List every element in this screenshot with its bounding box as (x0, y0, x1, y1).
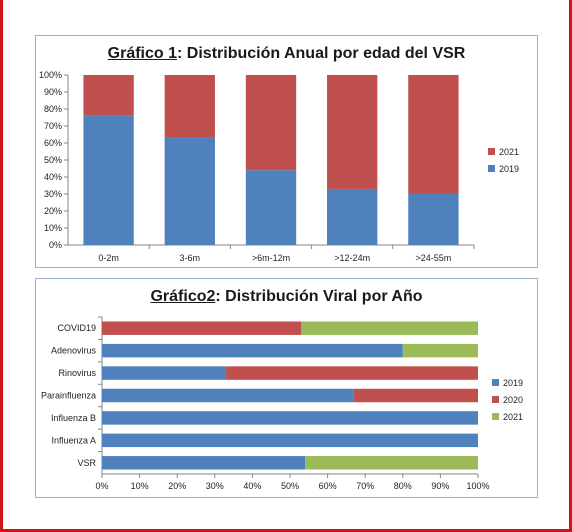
chart1-x-tick-label: >12-24m (334, 253, 370, 263)
chart2-x-tick-label: 50% (281, 481, 299, 491)
chart1-x-tick-label: >24-55m (416, 253, 452, 263)
chart1-bar-2019 (245, 170, 297, 245)
chart1-legend-swatch-2021 (488, 148, 495, 155)
chart1-bar-2019 (408, 194, 459, 245)
chart2-legend-label-2021: 2021 (503, 412, 523, 422)
chart2-bar-2019 (102, 388, 354, 403)
chart2-y-tick-label: Influenza B (51, 413, 96, 423)
chart1-y-tick-label: 80% (44, 104, 62, 114)
chart2-x-tick-label: 80% (394, 481, 412, 491)
chart2-y-tick-label: VSR (77, 458, 96, 468)
chart1-bar-2021 (83, 75, 134, 116)
chart2-bar-2019 (102, 366, 227, 380)
chart2-bar-2019 (102, 433, 478, 448)
chart2-x-tick-label: 30% (206, 481, 224, 491)
chart1-y-tick-label: 0% (49, 240, 62, 250)
chart2-x-tick-label: 10% (131, 481, 149, 491)
chart2-y-tick-label: Rinovirus (58, 368, 96, 378)
chart1-bar-2019 (164, 137, 215, 245)
chart-viral-distribution: Gráfico2: Distribución Viral por Año 0% 1… (35, 278, 538, 498)
chart1-legend-label-2021: 2021 (499, 147, 519, 157)
chart2-title-rest: : Distribución Viral por Año (215, 288, 423, 305)
chart2-bar-2020 (353, 388, 478, 403)
chart2-bar-2019 (102, 411, 478, 425)
chart2-legend-label-2020: 2020 (503, 395, 523, 405)
chart1-bar-2019 (83, 115, 134, 245)
chart2-title-prefix: Gráfico2 (150, 288, 216, 305)
chart1-y-tick-label: 100% (39, 70, 62, 80)
chart2-x-tick-label: 60% (319, 481, 337, 491)
chart1-y-tick-label: 90% (44, 87, 62, 97)
chart2-y-tick-label: Influenza A (51, 435, 96, 445)
chart2-bar-2019 (102, 343, 403, 358)
chart2-x-tick-label: 90% (431, 481, 449, 491)
chart1-legend-label-2019: 2019 (499, 164, 519, 174)
chart2-bar-2021 (305, 456, 478, 470)
chart1-bar-2021 (327, 75, 378, 189)
chart2-bar-2019 (102, 456, 306, 470)
chart1-bar-2021 (408, 75, 459, 194)
chart1-title-prefix: Gráfico 1 (107, 45, 178, 62)
chart1-y-tick-label: 60% (44, 138, 62, 148)
chart1-bar-2021 (164, 75, 215, 138)
chart2-y-tick-label: COVID19 (57, 323, 96, 333)
chart2-x-tick-label: 20% (168, 481, 186, 491)
chart2-y-tick-label: Parainfluenza (41, 391, 96, 401)
chart1-y-tick-label: 20% (44, 206, 62, 216)
chart2-plot: 0% 10% 20% 30% 40% 50% 60% 70% 80% 90% 100% COVID19… (41, 316, 523, 491)
chart1-y-tick-label: 10% (44, 223, 62, 233)
chart2-bar-2021 (301, 321, 478, 335)
chart2-y-tick-label: Adenovirus (51, 346, 97, 356)
chart2-x-tick-label: 100% (466, 481, 489, 491)
chart2-legend-swatch-2020 (492, 396, 499, 403)
chart2-legend-label-2019: 2019 (503, 378, 523, 388)
chart1-y-tick-label: 30% (44, 189, 62, 199)
chart2-x-tick-label: 70% (356, 481, 374, 491)
chart2-bar-2021 (402, 343, 478, 358)
chart1-y-tick-label: 40% (44, 172, 62, 182)
chart1-x-tick-label: 3-6m (180, 253, 201, 263)
chart1-bar-2019 (327, 188, 378, 245)
chart2-x-tick-label: 0% (95, 481, 108, 491)
chart1-title-rest: : Distribución Anual por edad del VSR (177, 45, 466, 62)
chart1-x-tick-label: >6m-12m (252, 253, 290, 263)
chart1-plot: 0% 10% 20% 30% 40% 50% 60% 70% 80% 90% 100% 0-2m 3-6… (39, 70, 519, 263)
chart2-bar-2020 (102, 321, 302, 335)
chart2-x-tick-label: 40% (243, 481, 261, 491)
chart1-legend-swatch-2019 (488, 165, 495, 172)
chart2-title: Gráfico2: Distribución Viral por Año (36, 288, 537, 306)
chart1-y-tick-label: 50% (44, 155, 62, 165)
chart1-y-tick-label: 70% (44, 121, 62, 131)
chart1-title: Gráfico 1: Distribución Anual por edad d… (36, 45, 537, 63)
chart2-legend-swatch-2019 (492, 379, 499, 386)
chart2-legend-swatch-2021 (492, 413, 499, 420)
chart-age-distribution: Gráfico 1: Distribución Anual por edad d… (35, 35, 538, 268)
chart1-bar-2021 (245, 75, 297, 171)
chart2-bar-2020 (226, 366, 478, 380)
chart1-x-tick-label: 0-2m (98, 253, 119, 263)
